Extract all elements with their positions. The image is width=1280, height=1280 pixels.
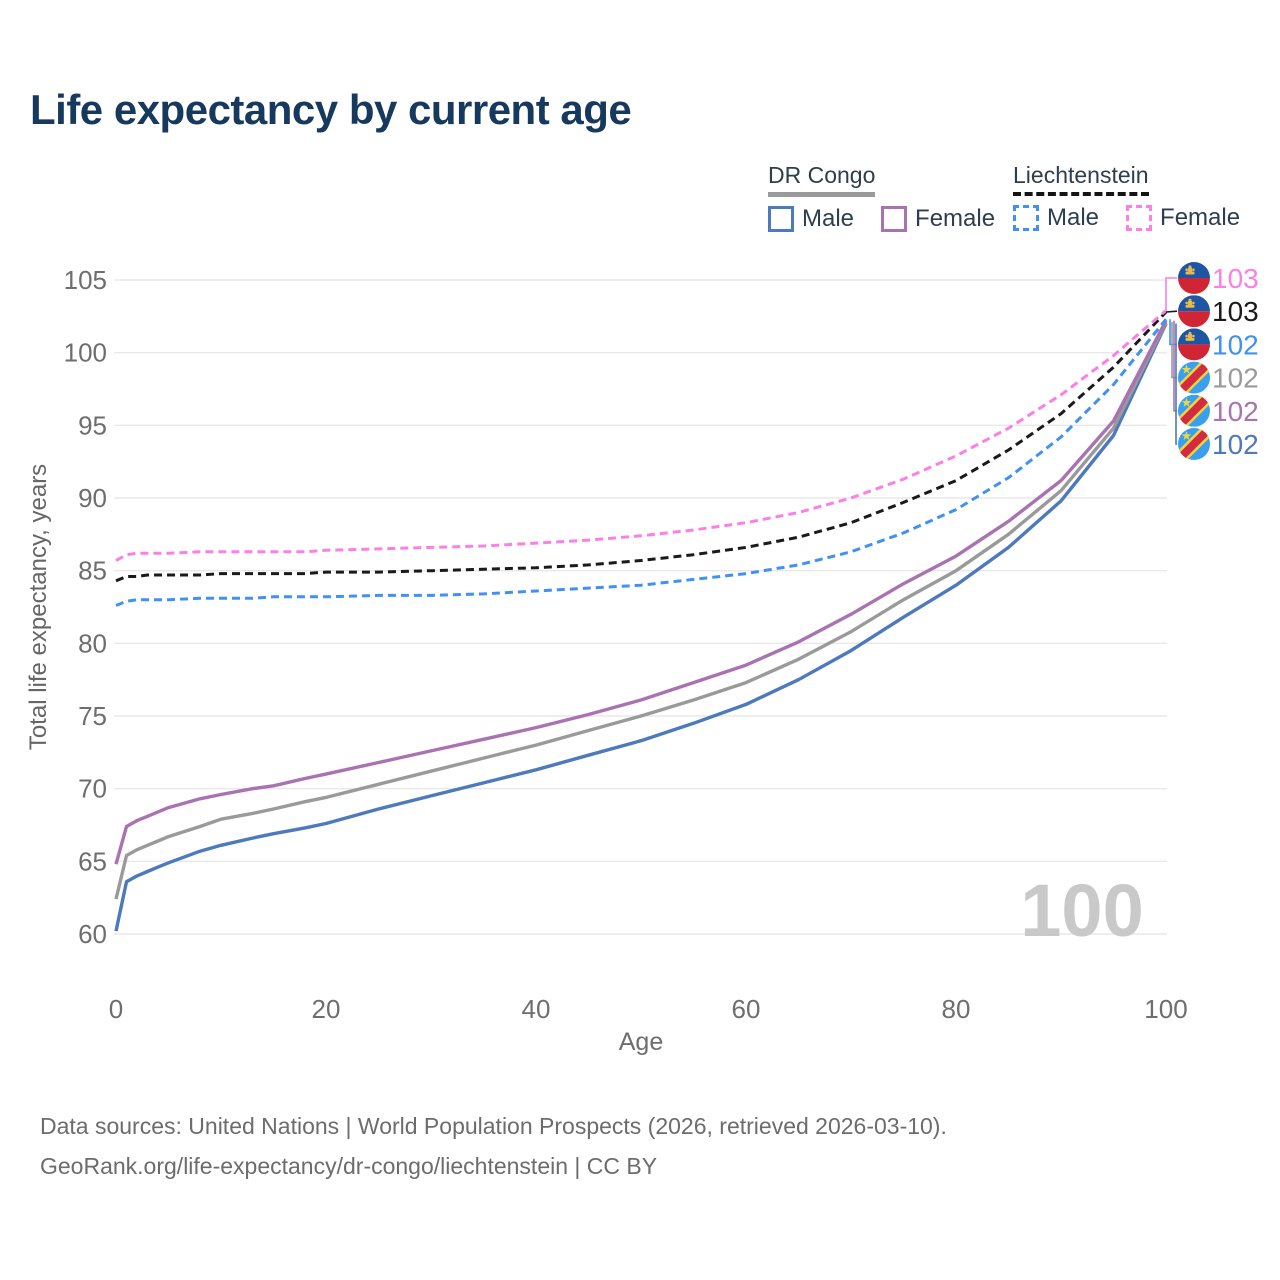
y-tick-label: 95 [78,410,107,440]
line-dr-congo-male[interactable] [114,322,1168,932]
x-axis-title: Age [619,1028,663,1056]
liechtenstein-flag-icon [1178,262,1210,294]
legend-label-male: Male [802,205,855,232]
footer-data-sources: Data sources: United Nations | World Pop… [40,1113,947,1139]
y-tick-label: 100 [64,338,107,368]
page-title: Life expectancy by current age [30,86,632,133]
dr-congo-flag-icon [1178,428,1210,460]
end-value-label-liechtenstein-female: 103 [1212,263,1259,294]
end-value-label-liechtenstein-male: 102 [1212,329,1259,360]
legend-group-dr-congo: DR Congo Male Female [768,162,995,233]
y-tick-label: 80 [78,628,107,658]
solid-purple-swatch-icon [881,206,908,232]
y-tick-label: 105 [64,265,107,295]
line-liechtenstein-male[interactable] [115,318,1168,607]
legend-label-male: Male [1047,204,1100,231]
leader-line-liechtenstein-female [1165,277,1177,311]
plot-area[interactable] [116,280,1166,934]
legend-header-liechtenstein: Liechtenstein [1013,162,1149,196]
y-tick-label: 90 [78,483,107,513]
legend-item-dr-congo-male[interactable]: Male [768,205,854,233]
x-tick-label: 100 [1144,994,1187,1024]
legend-item-dr-congo-female[interactable]: Female [881,205,995,233]
y-tick-label: 70 [78,774,107,804]
line-liechtenstein-female[interactable] [115,309,1167,562]
footer-attribution-link[interactable]: GeoRank.org/life-expectancy/dr-congo/lie… [40,1153,658,1179]
legend-group-liechtenstein: Liechtenstein Male Female [1013,162,1240,232]
line-liechtenstein-total[interactable] [115,310,1168,583]
legend-label-female: Female [915,205,996,232]
y-tick-label: 85 [78,556,107,586]
dashed-pink-swatch-icon [1126,205,1153,231]
end-value-label-dr-congo-total: 102 [1212,363,1259,394]
y-tick-label: 60 [78,919,107,949]
liechtenstein-flag-icon [1178,295,1210,328]
x-tick-label: 80 [942,994,971,1024]
x-tick-label: 20 [312,994,341,1024]
end-value-label-liechtenstein-total: 103 [1212,296,1259,327]
y-tick-label: 75 [78,701,107,731]
solid-blue-swatch-icon [768,206,794,232]
y-axis-title: Total life expectancy, years [25,464,52,750]
dr-congo-flag-icon [1178,394,1210,427]
legend-label-female: Female [1160,204,1241,231]
dashed-blue-swatch-icon [1013,205,1039,231]
line-dr-congo-total[interactable] [114,321,1168,900]
dr-congo-flag-icon [1178,361,1210,394]
liechtenstein-flag-icon [1178,328,1210,361]
leader-line-liechtenstein-total [1165,310,1178,313]
x-tick-label: 0 [109,994,123,1024]
hover-age-watermark: 100 [1020,869,1143,952]
chart-footer: Data sources: United Nations | World Pop… [40,1106,947,1186]
legend-item-liechtenstein-female[interactable]: Female [1126,204,1240,232]
legend-item-liechtenstein-male[interactable]: Male [1013,204,1099,232]
line-dr-congo-female[interactable] [114,319,1168,865]
legend-header-dr-congo: DR Congo [768,162,876,197]
end-value-label-dr-congo-female: 102 [1212,396,1259,427]
x-tick-label: 40 [522,994,551,1024]
leader-line-dr-congo-male [1175,323,1177,445]
y-tick-label: 65 [78,846,107,876]
x-tick-label: 60 [732,994,761,1024]
end-value-label-dr-congo-male: 102 [1212,429,1259,460]
